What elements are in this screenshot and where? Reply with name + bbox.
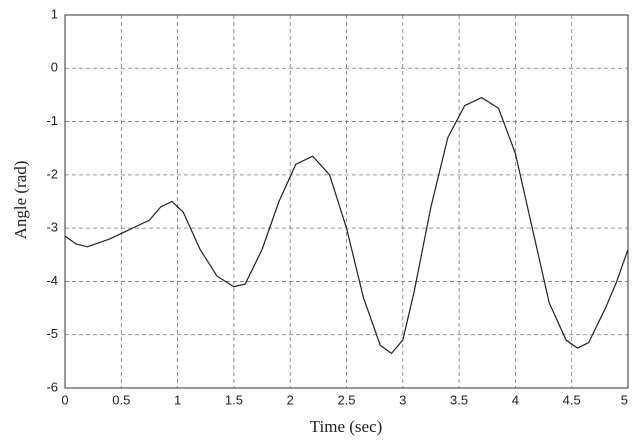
x-tick-label: 2 (287, 392, 294, 407)
y-tick-label: -6 (46, 379, 58, 394)
x-tick-label: 5 (621, 392, 628, 407)
y-tick-label: -1 (46, 113, 58, 128)
chart: Time (sec) Angle (rad) -6 -5 -4 -3 -2 -1 0 1 0 0.… (0, 0, 638, 440)
y-tick-label: -4 (46, 273, 58, 288)
x-tick-label: 2.5 (337, 392, 355, 407)
x-axis-title: Time (sec) (310, 417, 383, 436)
y-tick-label: -2 (46, 166, 58, 181)
x-tick-label: 4 (512, 392, 519, 407)
x-tick-label: 4.5 (563, 392, 581, 407)
x-tick-label: 1 (174, 392, 181, 407)
y-tick-label: -5 (46, 326, 58, 341)
y-tick-label: 1 (51, 6, 58, 21)
x-tick-label: 3 (399, 392, 406, 407)
y-axis-title: Angle (rad) (11, 161, 30, 240)
y-tick-label: 0 (51, 60, 58, 75)
x-tick-label: 0.5 (112, 392, 130, 407)
x-tick-label: 0 (61, 392, 68, 407)
y-tick-label: -3 (46, 220, 58, 235)
x-tick-label: 3.5 (450, 392, 468, 407)
x-tick-label: 1.5 (225, 392, 243, 407)
